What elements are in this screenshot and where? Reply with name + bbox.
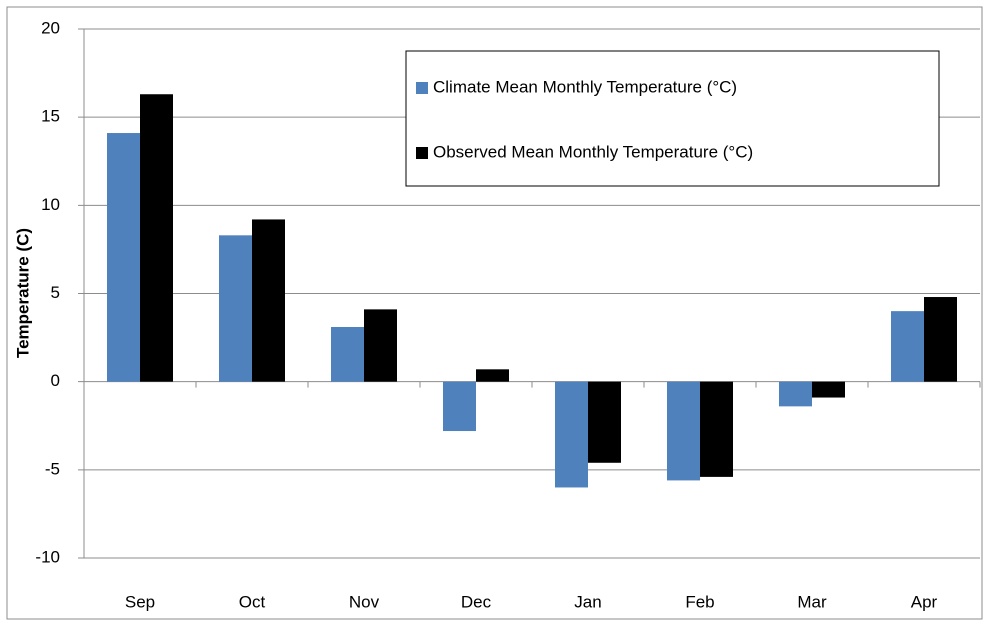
bar <box>443 381 476 432</box>
bar <box>331 327 364 382</box>
bar <box>219 235 252 382</box>
bar <box>555 381 588 488</box>
bar <box>364 309 397 382</box>
y-tick-label: 5 <box>51 283 60 302</box>
bar <box>107 133 140 382</box>
bar <box>700 381 733 477</box>
legend-swatch <box>416 147 428 159</box>
bar <box>476 369 509 382</box>
bar <box>891 311 924 382</box>
x-tick-label: Apr <box>911 592 938 611</box>
y-tick-label: -10 <box>35 547 60 566</box>
bar <box>667 381 700 481</box>
bar <box>924 297 957 382</box>
bar <box>812 381 845 398</box>
legend-label: Climate Mean Monthly Temperature (°C) <box>433 77 737 96</box>
x-tick-label: Dec <box>461 592 492 611</box>
y-tick-label: 0 <box>51 371 60 390</box>
x-tick-label: Jan <box>574 592 601 611</box>
bar <box>588 381 621 463</box>
bar <box>779 381 812 407</box>
x-tick-label: Oct <box>239 592 266 611</box>
bar <box>252 219 285 382</box>
y-tick-label: 20 <box>41 18 60 37</box>
y-tick-label: 10 <box>41 195 60 214</box>
legend-box <box>405 50 940 187</box>
y-tick-label: 15 <box>41 107 60 126</box>
x-tick-label: Sep <box>125 592 155 611</box>
legend-label: Observed Mean Monthly Temperature (°C) <box>433 142 753 161</box>
y-tick-label: -5 <box>45 459 60 478</box>
bar <box>140 94 173 382</box>
x-tick-label: Mar <box>797 592 827 611</box>
legend-swatch <box>416 82 428 94</box>
x-tick-label: Nov <box>349 592 380 611</box>
x-tick-label: Feb <box>685 592 714 611</box>
y-axis-label: Temperature (C) <box>13 228 32 358</box>
